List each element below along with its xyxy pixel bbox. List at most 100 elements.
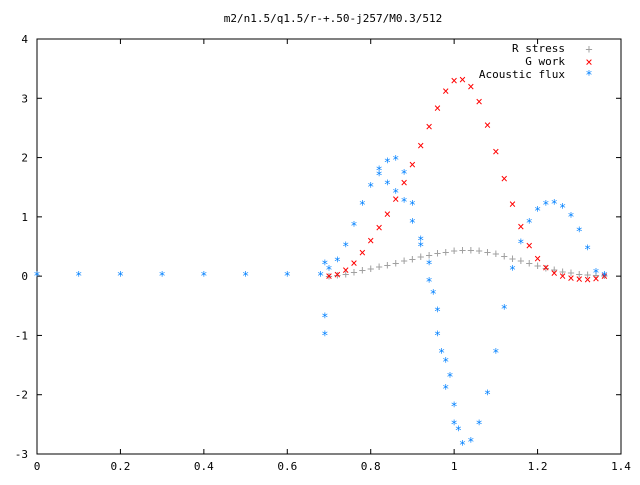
data-point: + [484, 245, 491, 259]
data-point: + [467, 243, 474, 257]
data-point: * [375, 164, 382, 178]
data-point: + [509, 251, 516, 265]
legend-label: R stress [512, 42, 565, 55]
data-point: * [409, 216, 416, 230]
data-point: * [438, 346, 445, 360]
data-point: * [455, 423, 462, 437]
data-point: × [484, 118, 491, 132]
data-point: * [409, 198, 416, 212]
data-point: * [501, 302, 508, 316]
data-point: × [442, 84, 449, 98]
data-point: × [542, 260, 549, 274]
data-point: * [317, 269, 324, 283]
legend-marker: × [585, 55, 592, 69]
x-tick-label: 1 [451, 460, 458, 473]
data-point: + [501, 249, 508, 263]
data-point: + [567, 266, 574, 280]
data-point: × [342, 263, 349, 277]
x-tick-label: 1.2 [528, 460, 548, 473]
data-point: × [584, 273, 591, 287]
data-point: × [325, 269, 332, 283]
data-point: * [359, 198, 366, 212]
data-point: * [325, 263, 332, 277]
data-point: + [342, 267, 349, 281]
data-point: × [559, 269, 566, 283]
data-point: × [509, 197, 516, 211]
data-point: + [492, 247, 499, 261]
data-point: * [242, 269, 249, 283]
data-point: * [392, 186, 399, 200]
y-tick-label: 1 [21, 211, 28, 224]
series-acoustic-flux: * * * * * * * ************ ********* ********* * * *… [33, 153, 608, 452]
data-point: + [334, 268, 341, 282]
data-point: × [350, 256, 357, 270]
data-point: + [375, 260, 382, 274]
data-point: + [359, 263, 366, 277]
data-point: * [459, 438, 466, 452]
data-point: * [559, 201, 566, 215]
data-point: * [542, 198, 549, 212]
data-point: * [484, 388, 491, 402]
data-point: * [434, 305, 441, 319]
y-tick-label: 2 [21, 152, 28, 165]
data-point: × [384, 207, 391, 221]
data-point: + [417, 250, 424, 264]
data-point: * [425, 275, 432, 289]
data-point: * [476, 417, 483, 431]
x-tick-label: 0 [34, 460, 41, 473]
data-point: × [526, 238, 533, 252]
data-point: * [417, 240, 424, 254]
data-point: * [509, 263, 516, 277]
data-point: + [367, 261, 374, 275]
data-point: × [476, 94, 483, 108]
y-tick-label: -1 [15, 329, 28, 342]
data-point: + [551, 263, 558, 277]
data-point: * [446, 370, 453, 384]
data-point: + [542, 261, 549, 275]
data-point: * [321, 311, 328, 325]
data-point: × [576, 272, 583, 286]
data-point: × [425, 120, 432, 134]
data-point: * [384, 155, 391, 169]
data-point: * [567, 210, 574, 224]
data-point: + [459, 243, 466, 257]
data-point: + [601, 269, 608, 283]
series-r-stress: + + + + + + + + + + + + + + + + + + + + + + + + + + + + + + + + + + [325, 243, 608, 283]
data-point: * [492, 346, 499, 360]
data-point: + [526, 256, 533, 270]
data-point: × [492, 145, 499, 159]
data-point: * [342, 240, 349, 254]
data-point: * [33, 269, 40, 283]
plot-border [36, 38, 622, 455]
legend-label: Acoustic flux [479, 68, 565, 81]
data-point: * [367, 180, 374, 194]
legend-label: G work [525, 55, 565, 68]
data-point: × [417, 139, 424, 153]
data-point: + [442, 245, 449, 259]
data-point: * [425, 257, 432, 271]
data-point: + [425, 248, 432, 262]
data-point: + [434, 246, 441, 260]
data-point: × [392, 192, 399, 206]
data-point: × [592, 272, 599, 286]
data-point: * [551, 197, 558, 211]
x-tick-label: 0.2 [110, 460, 130, 473]
legend-marker: + [585, 42, 592, 56]
data-point: × [367, 234, 374, 248]
data-point: * [200, 269, 207, 283]
data-point: × [409, 158, 416, 172]
data-point: * [442, 355, 449, 369]
data-point: * [434, 328, 441, 342]
y-axis: -3 -2 -1 0 1 2 3 4 [15, 33, 621, 461]
data-point: * [375, 168, 382, 182]
data-point: * [350, 219, 357, 233]
data-point: + [476, 244, 483, 258]
data-point: * [467, 435, 474, 449]
data-point: × [400, 175, 407, 189]
data-point: * [392, 153, 399, 167]
chart-title: m2/n1.5/q1.5/r-+.50-j257/M0.3/512 [224, 12, 443, 25]
y-tick-label: -3 [15, 448, 28, 461]
data-point: * [592, 266, 599, 280]
